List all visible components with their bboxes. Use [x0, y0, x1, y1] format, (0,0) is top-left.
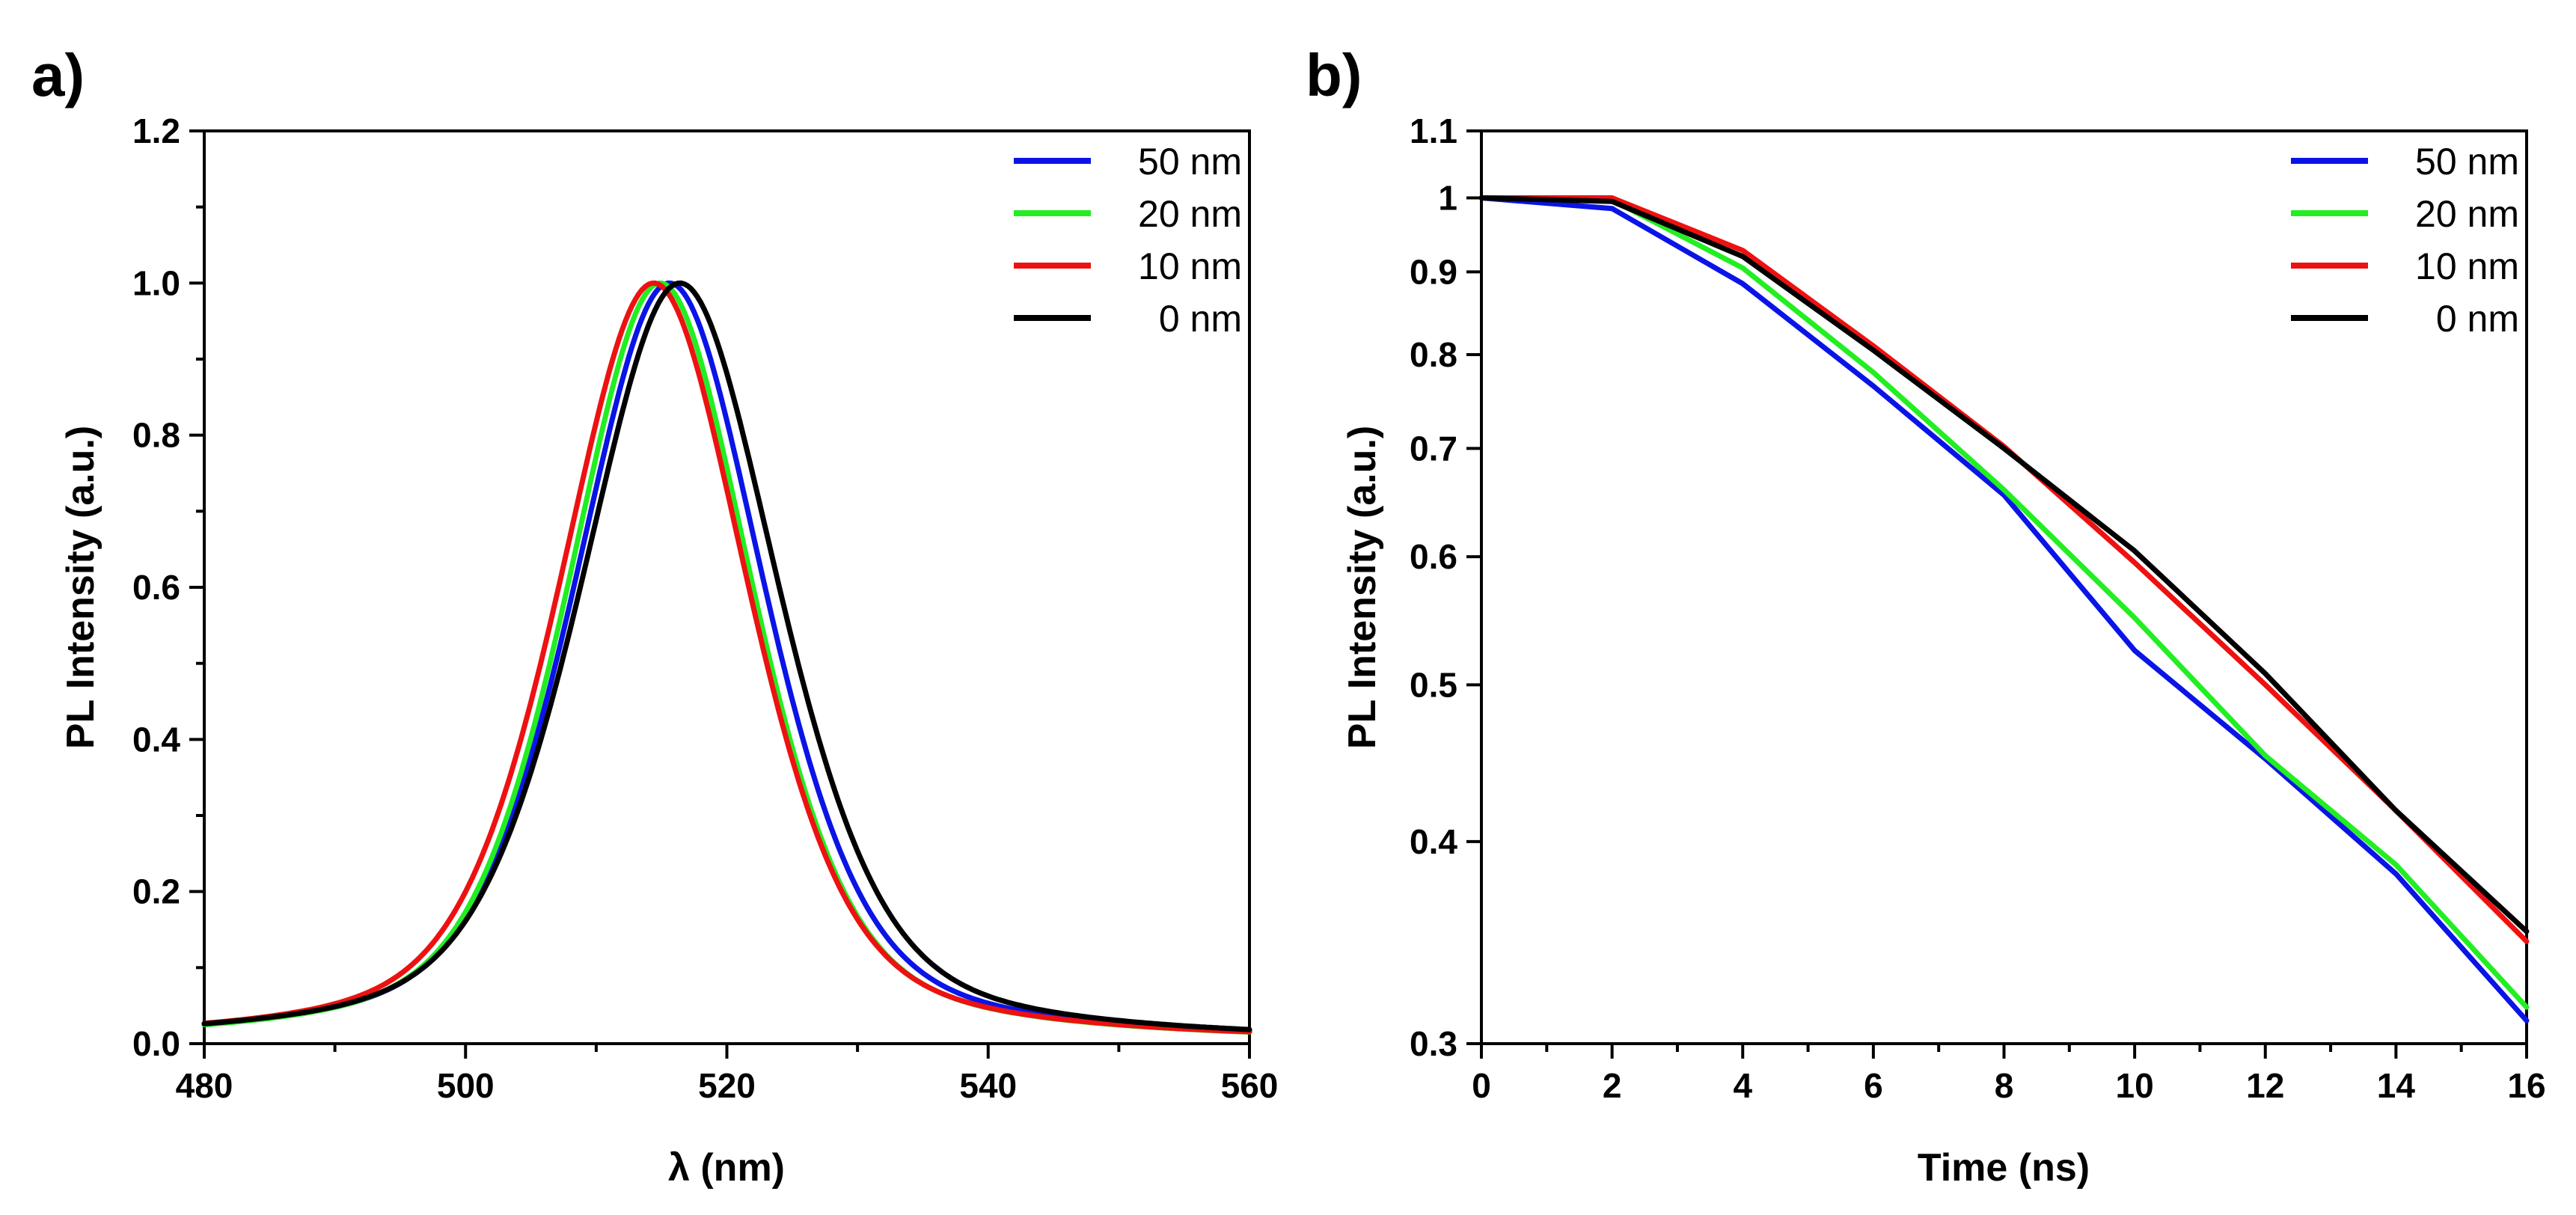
y-tick-label: 0.9: [1410, 252, 1457, 291]
panel-b-decay-chart: b) 0 2 4 6 8 10 12 14 16 0.3 0.4 0.5 0.6 0.7 0.8 0.9 1 1…: [1306, 42, 2546, 1190]
panel-a-x-axis: 480 500 520 540 560: [176, 1044, 1279, 1105]
x-tick-label: 560: [1221, 1066, 1279, 1105]
panel-a-legend: 50 nm 20 nm 10 nm 0 nm: [1014, 141, 1242, 340]
y-tick-label: 0.3: [1410, 1024, 1457, 1063]
x-tick-label: 2: [1603, 1066, 1622, 1105]
y-tick-label: 1.1: [1410, 111, 1457, 150]
series-line-20-nm: [1478, 195, 2530, 1010]
y-tick-label: 0.0: [132, 1024, 180, 1063]
x-tick-label: 8: [1995, 1066, 2014, 1105]
y-tick-label: 0.5: [1410, 665, 1457, 704]
series-line-10-nm: [201, 280, 1252, 1035]
y-tick-label: 1.2: [132, 111, 180, 150]
legend-label: 50 nm: [1138, 141, 1242, 183]
panel-a-spectra-chart: a) 480 500 520 540 560 0.0 0.2 0.4 0.6 0.8 1.0 1.2…: [31, 42, 1278, 1190]
x-tick-label: 10: [2116, 1066, 2154, 1105]
y-tick-label: 1.0: [132, 263, 180, 302]
panel-a-y-axis: 0.0 0.2 0.4 0.6 0.8 1.0 1.2: [132, 111, 204, 1063]
panel-a-x-axis-title: λ (nm): [668, 1146, 785, 1190]
y-tick-label: 0.6: [1410, 537, 1457, 576]
y-tick-label: 0.2: [132, 872, 180, 911]
x-tick-label: 0: [1472, 1066, 1491, 1105]
x-tick-label: 16: [2507, 1066, 2545, 1105]
y-tick-label: 0.8: [1410, 335, 1457, 374]
series-line-0-nm: [201, 280, 1252, 1032]
x-tick-label: 12: [2246, 1066, 2284, 1105]
panel-b-series-group: [1478, 195, 2530, 1023]
x-tick-label: 6: [1864, 1066, 1883, 1105]
panel-a-y-axis-title: PL Intensity (a.u.): [59, 426, 103, 749]
series-line-0-nm: [1478, 195, 2530, 934]
x-tick-label: 480: [176, 1066, 233, 1105]
legend-label: 10 nm: [2415, 245, 2519, 287]
y-tick-label: 1: [1438, 178, 1457, 217]
x-tick-label: 4: [1733, 1066, 1752, 1105]
legend-label: 10 nm: [1138, 245, 1242, 287]
panel-b-legend: 50 nm 20 nm 10 nm 0 nm: [2291, 141, 2519, 340]
legend-label: 0 nm: [1159, 298, 1242, 340]
y-tick-label: 0.4: [1410, 822, 1457, 861]
legend-label: 50 nm: [2415, 141, 2519, 183]
panel-a-series-group: [201, 280, 1252, 1035]
x-tick-label: 500: [437, 1066, 495, 1105]
panel-b-y-axis: 0.3 0.4 0.5 0.6 0.7 0.8 0.9 1 1.1: [1410, 111, 1481, 1063]
panel-b-x-axis: 0 2 4 6 8 10 12 14 16: [1472, 1044, 2546, 1105]
panel-b-y-axis-title: PL Intensity (a.u.): [1341, 426, 1384, 749]
panel-b-x-axis-title: Time (ns): [1918, 1146, 2090, 1190]
x-tick-label: 520: [698, 1066, 756, 1105]
legend-label: 0 nm: [2436, 298, 2519, 340]
y-tick-label: 0.8: [132, 416, 180, 455]
legend-label: 20 nm: [2415, 193, 2519, 235]
series-line-50-nm: [1478, 195, 2530, 1023]
y-tick-label: 0.7: [1410, 429, 1457, 468]
panel-a-label: a): [31, 42, 85, 108]
panel-b-label: b): [1306, 42, 1362, 108]
y-tick-label: 0.4: [132, 720, 180, 759]
x-tick-label: 540: [959, 1066, 1017, 1105]
x-tick-label: 14: [2377, 1066, 2416, 1105]
y-tick-label: 0.6: [132, 568, 180, 607]
legend-label: 20 nm: [1138, 193, 1242, 235]
